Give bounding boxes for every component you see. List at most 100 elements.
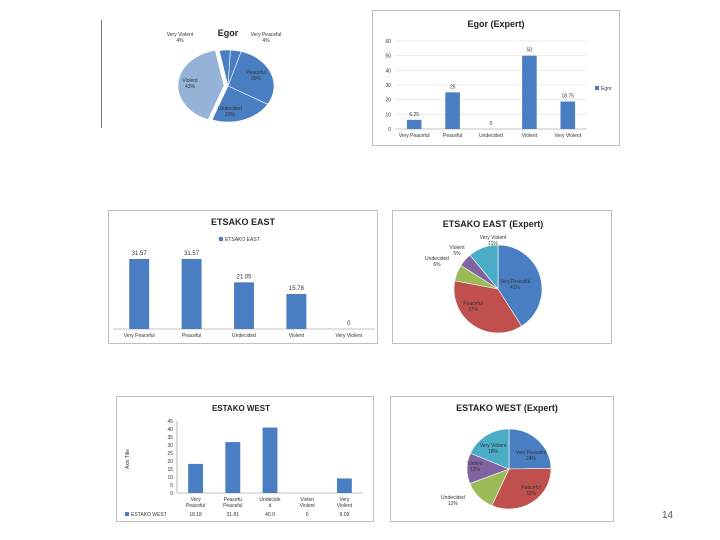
pie-label-very-peaceful: Very Peaceful 24% [516, 450, 547, 462]
estako-west-expert-pie-panel: ESTAKO WEST (Expert) Very Peaceful 24% Peac… [390, 396, 614, 522]
pie-label-undecided: Undecided 12% [441, 495, 465, 507]
chart-title: ETSAKO EAST [211, 217, 276, 227]
x-tick-label-violent: Violent [522, 133, 538, 139]
legend-label: ETSAKO EAST [225, 237, 260, 243]
x-tick-label-violent: Violen Violent [300, 497, 316, 509]
pie-label-peaceful: Peaceful 37% [463, 301, 482, 313]
x-tick-label-peaceful: Peaceful [182, 333, 201, 339]
pie-label-violent: Violent 12% [467, 461, 483, 473]
bar-undecided [262, 427, 278, 493]
pie-slice-very-violent [469, 244, 499, 290]
data-label-violent: 50 [527, 48, 533, 54]
bar-violent [522, 55, 537, 129]
y-tick-label: 0 [170, 491, 173, 497]
bar-very-peaceful [406, 119, 422, 129]
pie-slice-undecided [211, 85, 269, 123]
y-tick-label: 45 [167, 419, 173, 425]
table-value-undecided: 40.9 [265, 512, 275, 518]
pie-slice-very-violent [469, 428, 510, 470]
pie-slice-very-violent [218, 49, 231, 87]
x-tick-label-very-violent: Very Violent [337, 497, 353, 509]
legend-swatch [125, 512, 129, 516]
legend-label: ESTAKO WEST [131, 512, 167, 518]
pie-label-very-violent: Very Violent 11% [480, 235, 507, 247]
x-tick-label-violent: Violent [289, 333, 305, 339]
x-tick-label-undecided: Undecided [479, 133, 503, 139]
chart-title: Egor (Expert) [467, 19, 524, 29]
estako-west-bar-chart: ESTAKO WEST Axis Title 0 5 10 15 20 25 30 35 40 45 V… [125, 404, 363, 518]
pie-label-peaceful: Peaceful 31% [521, 485, 540, 497]
table-value-peaceful: 31.81 [227, 512, 240, 518]
data-label-undecided: 21.05 [236, 274, 252, 280]
pie-slice-peaceful [453, 280, 522, 334]
bar-very-peaceful [129, 259, 150, 329]
data-label-very-violent: 0 [347, 321, 351, 327]
x-tick-label-very-peaceful: Very Peaceful [186, 497, 205, 509]
pie-label-violent: Violent 5% [449, 245, 465, 257]
y-tick-label: 40 [167, 427, 173, 433]
egor-expert-bar-panel: Egor (Expert) 0 10 20 30 40 50 60 6.25 Very Peace… [372, 10, 620, 146]
table-value-violent: 0 [306, 512, 309, 518]
divider-line [101, 20, 102, 128]
pie-label-undecided: Undecided 6% [425, 256, 449, 268]
pie-slice-peaceful [491, 468, 552, 510]
estako-west-expert-pie-chart: ESTAKO WEST (Expert) Very Peaceful 24% Peac… [441, 403, 558, 510]
chart-title: ESTAKO WEST (Expert) [456, 403, 558, 413]
x-tick-label-very-peaceful: Very Peaceful [124, 333, 155, 339]
chart-title: ESTAKO WEST [212, 404, 270, 413]
legend-swatch [219, 237, 223, 241]
egor-pie-panel: Egor Very Peaceful 4% Peaceful 30% Undecided 2… [160, 14, 360, 134]
pie-slice-violent [177, 50, 225, 120]
egor-expert-bar-chart: Egor (Expert) 0 10 20 30 40 50 60 6.25 Very Peace… [385, 19, 611, 139]
x-tick-label-very-violent: Very Violent [555, 133, 582, 139]
data-label-very-peaceful: 31.57 [132, 251, 148, 257]
estako-west-bar-panel: ESTAKO WEST Axis Title 0 5 10 15 20 25 30 35 40 45 V… [116, 396, 374, 522]
y-tick-label: 20 [167, 459, 173, 465]
bar-very-violent [336, 478, 352, 493]
bar-very-violent [560, 101, 576, 129]
chart-title: Egor [218, 28, 239, 38]
bar-undecided [234, 282, 254, 329]
y-tick-label: 20 [385, 98, 391, 104]
pie-label-violent: Violent 43% [182, 78, 198, 90]
etsako-east-expert-pie-chart: ETSAKO EAST (Expert) Very Peaceful 41% Peac… [425, 219, 544, 334]
y-tick-label: 25 [167, 451, 173, 457]
x-tick-label-peaceful: Peacefu Peaceful [223, 497, 242, 509]
data-label-very-violent: 18.75 [562, 94, 575, 100]
y-tick-label: 50 [385, 54, 391, 60]
etsako-east-expert-pie-panel: ETSAKO EAST (Expert) Very Peaceful 41% Peac… [392, 210, 612, 344]
pie-label-very-violent: Very Violent 18% [480, 443, 507, 455]
x-tick-label-very-violent: Very Violent [336, 333, 363, 339]
bar-peaceful [225, 442, 241, 493]
table-value-very-peaceful: 18.18 [189, 512, 202, 518]
table-value-very-violent: 9.09 [340, 512, 350, 518]
bar-violent [286, 294, 307, 329]
pie-label-very-peaceful: Very Peaceful 4% [251, 32, 282, 44]
pie-label-peaceful: Peaceful 30% [246, 70, 265, 82]
x-tick-label-very-peaceful: Very Peaceful [399, 133, 430, 139]
y-tick-label: 10 [385, 112, 391, 118]
pie-label-undecided: Undecided 23% [218, 106, 242, 118]
x-tick-label-undecided: Undecided [232, 333, 256, 339]
data-label-violent: 15.78 [289, 286, 305, 292]
legend-swatch [595, 86, 599, 90]
y-tick-label: 30 [385, 83, 391, 89]
bar-peaceful [445, 92, 460, 129]
etsako-east-bar-chart: ETSAKO EAST ETSAKO EAST 31.57 Very Peaceful… [113, 217, 375, 339]
y-tick-label: 30 [167, 443, 173, 449]
data-label-peaceful: 31.57 [184, 251, 200, 257]
y-tick-label: 40 [385, 68, 391, 74]
pie-slice-very-peaceful [508, 428, 552, 470]
y-tick-label: 15 [167, 467, 173, 473]
pie-label-very-violent: Very Violent 4% [167, 32, 194, 44]
pie-label-very-peaceful: Very Peaceful 41% [500, 279, 531, 291]
y-tick-label: 60 [385, 39, 391, 45]
bar-very-peaceful [188, 463, 204, 493]
y-tick-label: 0 [388, 127, 391, 133]
bar-peaceful [181, 259, 202, 329]
chart-title: ETSAKO EAST (Expert) [443, 219, 544, 229]
etsako-east-bar-panel: ETSAKO EAST ETSAKO EAST 31.57 Very Peaceful… [108, 210, 378, 344]
y-tick-label: 5 [170, 483, 173, 489]
y-tick-label: 10 [167, 475, 173, 481]
